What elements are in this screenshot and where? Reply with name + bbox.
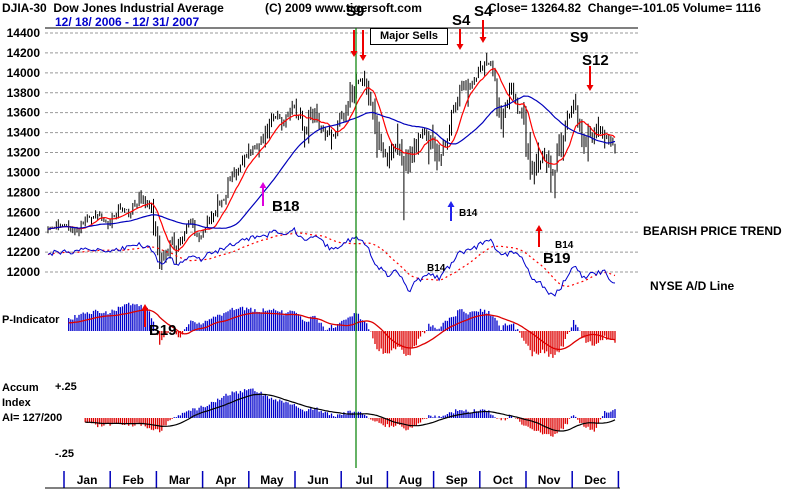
accum-label: Accum — [2, 382, 39, 394]
signal-arrows — [141, 20, 594, 327]
signal-label-b19: B19 — [149, 322, 177, 339]
signal-label-s12: S12 — [582, 52, 609, 69]
y-axis-label-13200: 13200 — [7, 146, 41, 160]
y-axis-label-12400: 12400 — [7, 225, 41, 239]
nyse-ad-line — [47, 226, 616, 297]
month-label-aug: Aug — [399, 473, 422, 487]
signal-label-b18: B18 — [272, 198, 300, 215]
signal-label-b19: B19 — [543, 250, 571, 267]
month-label-oct: Oct — [493, 473, 513, 487]
price-axis-labels: 14400 14200 14000 13800 13600 13400 13200 13000… — [7, 26, 41, 279]
p-indicator-label: P-Indicator — [2, 314, 60, 326]
ad-line-ma-dotted — [47, 232, 616, 288]
y-axis-label-13000: 13000 — [7, 165, 41, 179]
index-label: Index — [2, 397, 31, 409]
signal-label-b14: B14 — [427, 263, 446, 274]
p-indicator-ma — [68, 309, 616, 351]
y-axis-label-12200: 12200 — [7, 245, 41, 259]
month-label-sep: Sep — [446, 473, 468, 487]
month-label-jan: Jan — [77, 473, 98, 487]
price-bars — [47, 52, 616, 270]
y-axis-label-14000: 14000 — [7, 66, 41, 80]
month-label-feb: Feb — [123, 473, 144, 487]
signal-label-s4: S4 — [452, 12, 471, 29]
month-label-apr: Apr — [215, 473, 236, 487]
month-label-may: May — [260, 473, 284, 487]
price-gridlines — [45, 32, 638, 273]
month-label-mar: Mar — [169, 473, 191, 487]
y-axis-label-13400: 13400 — [7, 126, 41, 140]
bearish-trend-label: BEARISH PRICE TREND — [643, 224, 782, 238]
accum-minus-scale: -.25 — [55, 448, 74, 460]
y-axis-label-13800: 13800 — [7, 86, 41, 100]
month-axis: Jan Feb Mar Apr May Jun Jul Aug Sep Oct Nov Dec — [45, 471, 620, 489]
signal-label-b14: B14 — [459, 208, 478, 219]
y-axis-label-13600: 13600 — [7, 106, 41, 120]
month-label-jun: Jun — [307, 473, 328, 487]
month-label-jul: Jul — [356, 473, 373, 487]
month-label-dec: Dec — [584, 473, 606, 487]
signal-label-s4: S4 — [474, 3, 493, 20]
signal-label-b14: B14 — [555, 240, 574, 251]
price-ma-fast-red — [47, 68, 616, 252]
major-sells-flag: Major Sells — [370, 28, 448, 45]
price-ma-slow-blue — [47, 95, 616, 230]
copyright-label: (C) 2009 www.tigersoft.com — [265, 1, 422, 15]
quote-summary: Close= 13264.82 Change=-101.05 Volume= 1… — [488, 1, 761, 15]
date-range-label: 12/ 18/ 2006 - 12/ 31/ 2007 — [55, 15, 200, 29]
accum-index-ma — [85, 393, 616, 432]
nyse-ad-line-label: NYSE A/D Line — [650, 279, 735, 293]
y-axis-label-14400: 14400 — [7, 26, 41, 40]
accum-index-histogram — [84, 388, 616, 437]
signal-label-s9: S9 — [570, 29, 588, 46]
signal-label-s9: S9 — [346, 3, 364, 20]
accum-plus-scale: +.25 — [55, 381, 77, 393]
y-axis-label-14200: 14200 — [7, 46, 41, 60]
month-label-nov: Nov — [538, 473, 561, 487]
y-axis-label-12800: 12800 — [7, 185, 41, 199]
y-axis-label-12000: 12000 — [7, 265, 41, 279]
ai-value-label: AI= 127/200 — [2, 412, 63, 424]
symbol-title: DJIA-30 Dow Jones Industrial Average — [2, 1, 224, 15]
y-axis-label-12600: 12600 — [7, 205, 41, 219]
